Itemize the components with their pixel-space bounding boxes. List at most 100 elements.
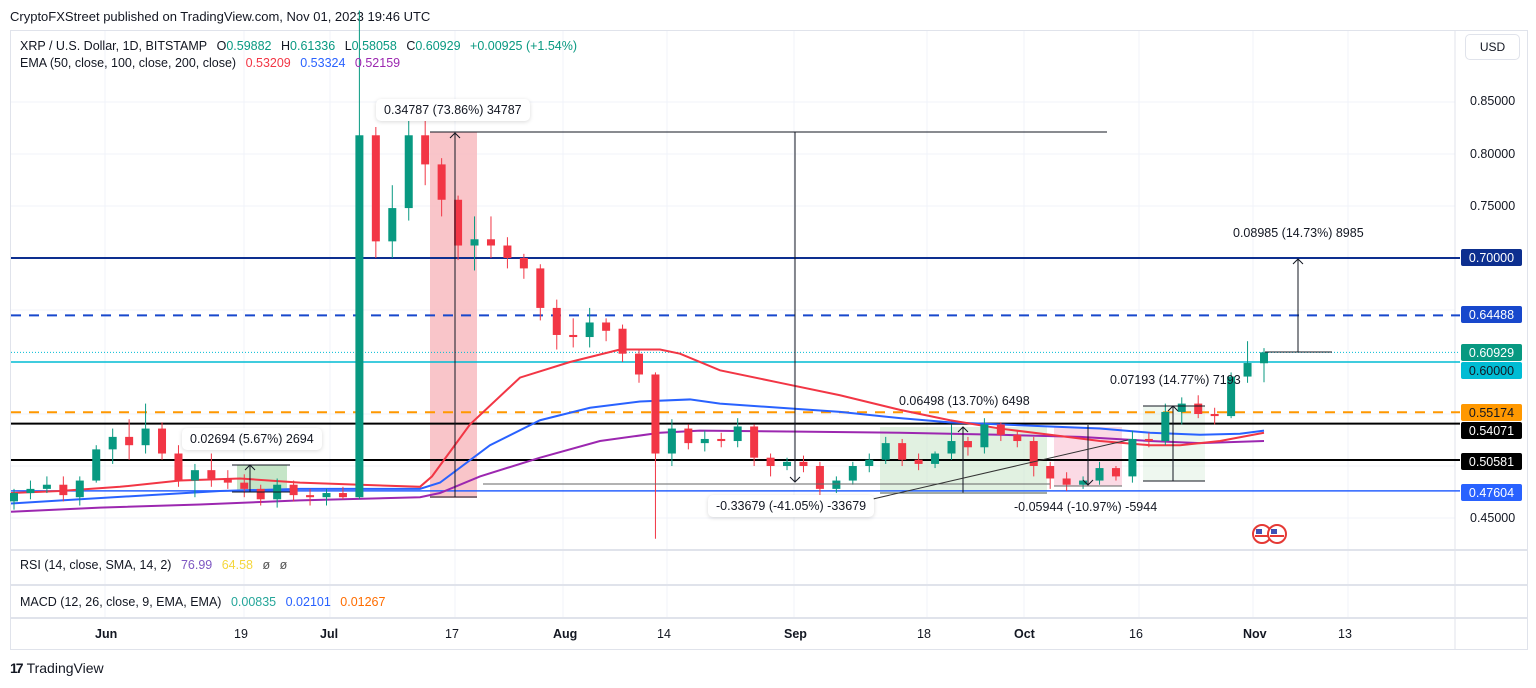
measure-label-aug-drop[interactable]: -0.33679 (-41.05%) -33679	[708, 495, 875, 517]
level-tag-0-60[interactable]: 0.60000	[1461, 362, 1522, 379]
candle[interactable]	[486, 216, 495, 258]
level-tag-0-4760[interactable]: 0.47604	[1461, 484, 1522, 501]
candle[interactable]	[947, 424, 956, 460]
rsi-legend[interactable]: RSI (14, close, SMA, 14, 2) 76.99 64.58 …	[20, 558, 293, 572]
level-tag-0-5407[interactable]: 0.54071	[1461, 422, 1522, 439]
candle[interactable]	[1111, 466, 1120, 481]
candle[interactable]	[158, 422, 167, 460]
candle[interactable]	[667, 419, 676, 466]
candle[interactable]	[783, 457, 792, 471]
candle[interactable]	[799, 455, 808, 473]
candle[interactable]	[256, 484, 265, 506]
candle[interactable]	[1128, 430, 1137, 483]
candle[interactable]	[815, 461, 824, 498]
candle[interactable]	[1079, 476, 1088, 489]
candle[interactable]	[207, 453, 216, 487]
ema200-line[interactable]	[10, 429, 1265, 513]
level-tag-0-5517[interactable]: 0.55174	[1461, 404, 1522, 421]
candle[interactable]	[503, 237, 512, 269]
macd-legend[interactable]: MACD (12, 26, close, 9, EMA, EMA) 0.0083…	[20, 595, 391, 609]
candle[interactable]	[585, 307, 594, 348]
candle[interactable]	[355, 10, 364, 500]
measure-label-sep[interactable]: 0.06498 (13.70%) 6498	[899, 394, 1030, 408]
candle[interactable]	[602, 318, 611, 342]
candle[interactable]	[996, 422, 1005, 442]
candle[interactable]	[963, 436, 972, 456]
candle[interactable]	[635, 349, 643, 383]
candle[interactable]	[190, 463, 199, 498]
measure-label-oct-drop[interactable]: -0.05944 (-10.97%) -5944	[1014, 500, 1158, 514]
measure-label-target[interactable]: 0.08985 (14.73%) 8985	[1233, 226, 1364, 240]
candle[interactable]	[750, 424, 759, 466]
candle[interactable]	[92, 445, 101, 483]
candle[interactable]	[684, 424, 693, 450]
candle[interactable]	[223, 470, 232, 489]
candle[interactable]	[1013, 430, 1022, 448]
candle[interactable]	[536, 264, 545, 321]
candle[interactable]	[75, 476, 84, 506]
tradingview-logo[interactable]: 17 TradingView	[10, 660, 104, 676]
ema100-line[interactable]	[10, 398, 1265, 505]
candle[interactable]	[454, 195, 463, 261]
candle[interactable]	[980, 418, 989, 454]
candle[interactable]	[1243, 341, 1252, 383]
candle[interactable]	[338, 486, 347, 500]
candle[interactable]	[766, 453, 775, 477]
candle[interactable]	[1210, 407, 1219, 425]
candle[interactable]	[1046, 461, 1055, 489]
candle[interactable]	[1144, 432, 1153, 448]
candle[interactable]	[618, 324, 627, 362]
candle[interactable]	[240, 474, 249, 498]
candle[interactable]	[1062, 472, 1071, 491]
candle[interactable]	[1029, 436, 1038, 477]
candle[interactable]	[881, 436, 890, 464]
candle[interactable]	[832, 476, 841, 494]
candle[interactable]	[1260, 348, 1268, 383]
ascending-trendline[interactable]	[859, 439, 1129, 503]
candle[interactable]	[569, 318, 578, 348]
level-tag-0-70[interactable]: 0.70000	[1461, 249, 1522, 266]
measure-label-jul-pump[interactable]: 0.34787 (73.86%) 34787	[376, 99, 530, 121]
candle[interactable]	[1161, 403, 1170, 446]
candle[interactable]	[914, 453, 923, 471]
candle[interactable]	[437, 158, 446, 217]
candle[interactable]	[289, 480, 298, 502]
candle[interactable]	[10, 488, 18, 510]
candle[interactable]	[931, 451, 940, 469]
candle[interactable]	[26, 480, 35, 500]
candle[interactable]	[1095, 461, 1104, 485]
ema-legend[interactable]: EMA (50, close, 100, close, 200, close) …	[20, 56, 406, 70]
candle[interactable]	[898, 438, 907, 466]
candle[interactable]	[700, 430, 709, 452]
candle[interactable]	[470, 216, 479, 271]
candle[interactable]	[421, 116, 430, 186]
candle[interactable]	[322, 488, 331, 506]
candle[interactable]	[388, 185, 397, 258]
candle[interactable]	[1227, 372, 1236, 419]
candle[interactable]	[865, 453, 874, 473]
level-tag-0-6449[interactable]: 0.64488	[1461, 306, 1522, 323]
symbol-legend[interactable]: XRP / U.S. Dollar, 1D, BITSTAMP O0.59882…	[20, 39, 583, 53]
currency-button[interactable]: USD	[1465, 34, 1520, 60]
candle[interactable]	[717, 432, 726, 448]
candle[interactable]	[174, 445, 183, 487]
ema50-line[interactable]	[10, 348, 1265, 495]
level-tag-0-5058[interactable]: 0.50581	[1461, 453, 1522, 470]
candle[interactable]	[552, 299, 561, 350]
candle[interactable]	[519, 253, 528, 279]
measure-label-june[interactable]: 0.02694 (5.67%) 2694	[182, 428, 322, 450]
candle[interactable]	[848, 461, 857, 485]
candle[interactable]	[371, 126, 380, 258]
candle[interactable]	[125, 419, 134, 460]
candle[interactable]	[306, 488, 315, 506]
candle[interactable]	[651, 372, 660, 539]
measure-label-oct-rally[interactable]: 0.07193 (14.77%) 7193	[1110, 373, 1241, 387]
candle[interactable]	[733, 418, 742, 448]
candle[interactable]	[141, 403, 150, 454]
us-economic-event-icon[interactable]	[1252, 524, 1287, 544]
candle[interactable]	[1177, 397, 1186, 425]
candle[interactable]	[1194, 395, 1203, 419]
candle[interactable]	[42, 476, 51, 494]
candle[interactable]	[59, 476, 68, 502]
